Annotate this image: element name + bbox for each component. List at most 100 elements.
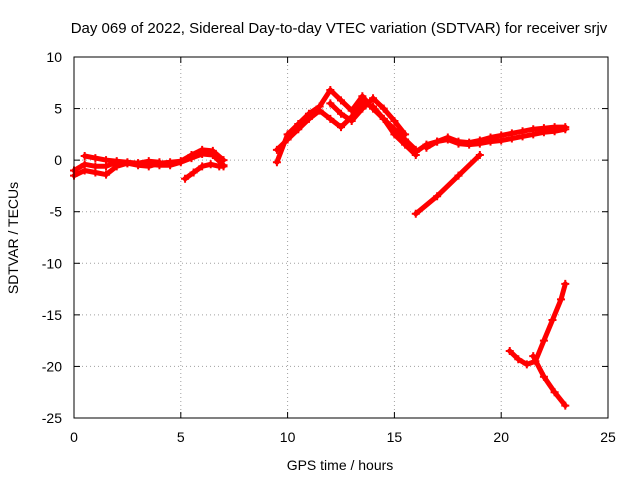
- y-tick-label: -20: [42, 358, 62, 374]
- data-point: [219, 162, 228, 171]
- data-point: [208, 146, 217, 155]
- data-point: [80, 152, 89, 161]
- data-point: [198, 145, 207, 154]
- data-point: [272, 158, 281, 167]
- data-point: [529, 352, 538, 361]
- data-point: [465, 138, 474, 147]
- data-point: [91, 162, 100, 171]
- data-point: [529, 125, 538, 134]
- x-tick-label: 5: [177, 429, 185, 445]
- series-line: [530, 353, 568, 409]
- data-point: [539, 372, 548, 381]
- data-point: [561, 401, 570, 410]
- data-point: [505, 346, 514, 355]
- data-point: [187, 150, 196, 159]
- data-point: [134, 159, 143, 168]
- data-point: [315, 106, 324, 115]
- data-point: [390, 116, 399, 125]
- data-point: [358, 104, 367, 113]
- x-axis-ticks: 0 5 10 15 20 25: [70, 57, 616, 445]
- data-series: [70, 86, 570, 410]
- series-line: [327, 95, 408, 137]
- data-point: [486, 133, 495, 142]
- data-point: [337, 96, 345, 105]
- data-point: [369, 102, 378, 111]
- data-point: [475, 150, 484, 159]
- data-point: [206, 160, 215, 169]
- y-tick-label: 0: [54, 152, 62, 168]
- data-point: [390, 125, 399, 134]
- x-tick-label: 10: [280, 429, 296, 445]
- data-point: [401, 130, 410, 139]
- data-point: [337, 109, 345, 118]
- data-point: [283, 135, 292, 144]
- data-point: [337, 123, 345, 132]
- series-line: [507, 281, 568, 367]
- data-point: [112, 157, 121, 166]
- data-point: [550, 388, 559, 397]
- data-point: [326, 99, 335, 108]
- data-point: [561, 123, 570, 132]
- data-point: [294, 125, 303, 134]
- data-point: [144, 157, 153, 166]
- series-line: [274, 87, 419, 165]
- data-point: [304, 114, 313, 123]
- data-point: [514, 355, 523, 364]
- data-point: [411, 147, 420, 156]
- data-point: [379, 104, 388, 113]
- data-point: [102, 156, 111, 165]
- data-point: [454, 171, 463, 180]
- y-tick-label: -10: [42, 255, 62, 271]
- data-point: [497, 131, 506, 140]
- data-point: [181, 174, 190, 183]
- data-point: [443, 133, 452, 142]
- y-tick-label: -5: [50, 204, 63, 220]
- data-point: [550, 123, 559, 132]
- data-point: [557, 295, 566, 304]
- series-line: [274, 100, 419, 153]
- data-point: [326, 86, 335, 95]
- data-point: [189, 168, 198, 177]
- y-axis-label: SDTVAR / TECUs: [5, 182, 21, 294]
- data-point: [548, 316, 557, 325]
- data-point: [166, 158, 175, 167]
- y-tick-label: -15: [42, 307, 62, 323]
- data-point: [518, 127, 527, 136]
- data-point: [272, 145, 281, 154]
- y-axis-ticks: -25 -20 -15 -10 -5 0 5 10: [42, 49, 608, 426]
- data-point: [123, 158, 132, 167]
- x-tick-label: 0: [70, 429, 78, 445]
- data-point: [102, 170, 111, 179]
- data-point: [155, 158, 164, 167]
- data-point: [91, 154, 100, 163]
- series-line: [413, 152, 483, 217]
- y-tick-label: 10: [46, 49, 62, 65]
- data-point: [358, 92, 367, 101]
- x-tick-label: 25: [600, 429, 616, 445]
- data-point: [176, 157, 185, 166]
- data-point: [198, 162, 207, 171]
- data-point: [539, 336, 548, 345]
- data-point: [433, 137, 442, 146]
- x-axis-label: GPS time / hours: [287, 457, 394, 473]
- x-tick-label: 15: [387, 429, 403, 445]
- data-point: [326, 114, 335, 123]
- data-point: [422, 143, 431, 152]
- data-point: [411, 209, 420, 218]
- data-point: [433, 192, 442, 201]
- data-point: [454, 137, 463, 146]
- y-tick-label: 5: [54, 101, 62, 117]
- data-point: [561, 279, 570, 288]
- data-point: [475, 136, 484, 145]
- chart-title: Day 069 of 2022, Sidereal Day-to-day VTE…: [71, 20, 608, 37]
- data-point: [379, 114, 388, 123]
- data-point: [539, 124, 548, 133]
- data-point: [80, 160, 89, 169]
- plot-frame: [73, 56, 609, 419]
- data-point: [369, 94, 378, 103]
- y-tick-label: -25: [42, 410, 62, 426]
- x-tick-label: 20: [493, 429, 509, 445]
- data-point: [507, 129, 516, 138]
- data-point: [522, 360, 531, 369]
